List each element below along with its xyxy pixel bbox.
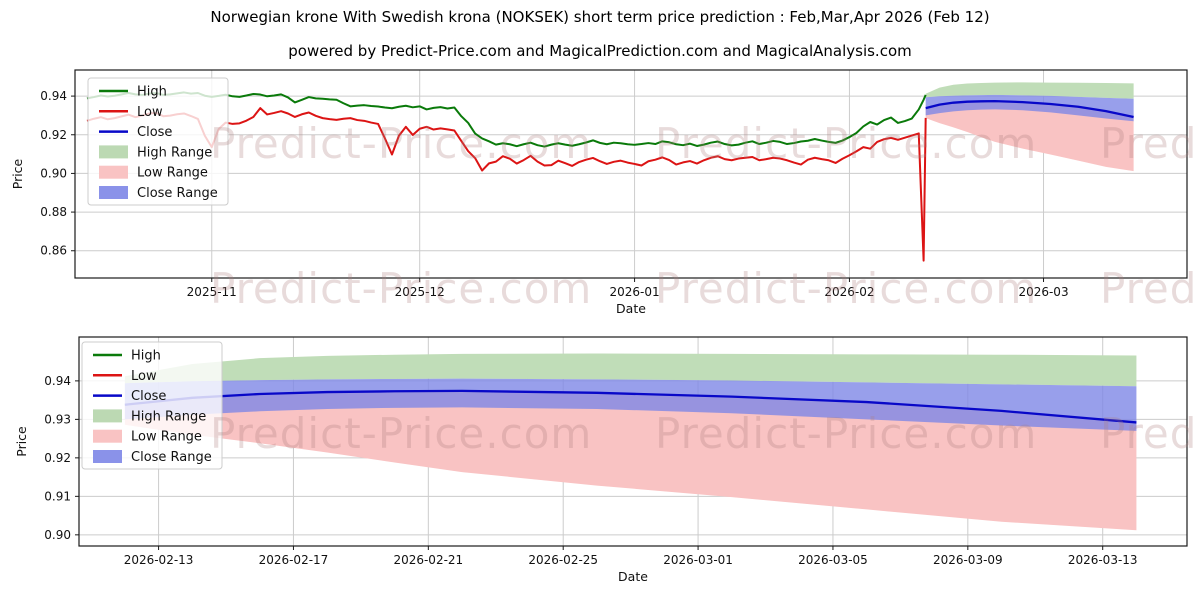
top-chart-legend-swatch-5	[99, 186, 128, 199]
bottom-chart-x-tick-label: 2026-02-25	[528, 553, 598, 567]
top-chart-low-range-band	[925, 101, 1134, 172]
bottom-chart-y-tick-label: 0.93	[44, 412, 71, 426]
chart-subtitle: powered by Predict-Price.com and Magical…	[288, 42, 912, 60]
top-chart-frame	[74, 69, 1188, 279]
bottom-chart-y-tick-label: 0.91	[44, 489, 71, 503]
top-chart-legend-item-label: Close	[137, 125, 172, 140]
bottom-chart-x-tick-label: 2026-03-13	[1068, 553, 1138, 567]
bottom-chart-x-axis-label: Date	[618, 569, 648, 584]
top-chart-legend-item-label: Low Range	[137, 166, 208, 181]
bottom-chart-legend-swatch-5	[93, 450, 122, 463]
bottom-chart-legend-item-label: High	[131, 349, 161, 364]
bottom-chart-x-tick-label: 2026-02-21	[393, 553, 463, 567]
chart-title: Norwegian krone With Swedish krona (NOKS…	[210, 8, 990, 26]
top-chart-y-tick-label: 0.88	[40, 205, 67, 219]
top-chart-x-tick-label: 2026-02	[824, 285, 874, 299]
bottom-chart-legend-item-label: Close Range	[131, 450, 212, 465]
top-chart-y-tick-label: 0.94	[40, 89, 67, 103]
bottom-chart-legend-item-label: High Range	[131, 409, 206, 424]
top-chart-legend-item-label: High	[137, 85, 167, 100]
top-chart-high-range-band	[925, 82, 1134, 99]
top-chart-legend-swatch-3	[99, 145, 128, 159]
bottom-chart-low-range-band	[124, 390, 1137, 531]
bottom-chart-y-axis-label: Price	[14, 426, 29, 457]
bottom-chart-legend-swatch-3	[93, 409, 122, 423]
top-chart-y-tick-label: 0.86	[40, 244, 67, 258]
bottom-chart-y-tick-label: 0.92	[44, 451, 71, 465]
bottom-chart-y-tick-label: 0.94	[44, 374, 71, 388]
top-chart-x-axis-label: Date	[616, 301, 646, 316]
bottom-chart-legend-swatch-4	[93, 429, 122, 443]
top-chart-x-tick-label: 2025-11	[187, 285, 237, 299]
bottom-chart-legend-item-label: Low	[131, 369, 157, 384]
top-chart-x-tick-label: 2025-12	[395, 285, 445, 299]
bottom-chart-legend-item-label: Close	[131, 389, 166, 404]
bottom-chart-x-tick-label: 2026-02-17	[259, 553, 329, 567]
top-chart-legend-item-label: Low	[137, 105, 163, 120]
bottom-chart-x-tick-label: 2026-03-01	[663, 553, 733, 567]
bottom-chart-close-line	[124, 389, 1137, 424]
bottom-chart-y-tick-label: 0.90	[44, 528, 71, 542]
top-chart-legend-swatch-4	[99, 165, 128, 179]
top-chart-legend-item-label: Close Range	[137, 186, 218, 201]
top-chart-x-tick-label: 2026-03	[1018, 285, 1068, 299]
bottom-chart-legend-item-label: Low Range	[131, 430, 202, 445]
top-chart-y-tick-label: 0.90	[40, 166, 67, 180]
top-chart-legend-item-label: High Range	[137, 145, 212, 160]
bottom-chart-x-tick-label: 2026-03-05	[798, 553, 868, 567]
top-chart-y-axis-label: Price	[10, 158, 25, 189]
bottom-chart-x-tick-label: 2026-03-09	[933, 553, 1003, 567]
top-chart-x-tick-label: 2026-01	[609, 285, 659, 299]
top-chart-y-tick-label: 0.92	[40, 128, 67, 142]
bottom-chart-x-tick-label: 2026-02-13	[124, 553, 194, 567]
bottom-chart-frame	[78, 336, 1188, 547]
bottom-chart-high-range-band	[124, 353, 1137, 387]
top-chart-close-line	[925, 99, 1134, 119]
